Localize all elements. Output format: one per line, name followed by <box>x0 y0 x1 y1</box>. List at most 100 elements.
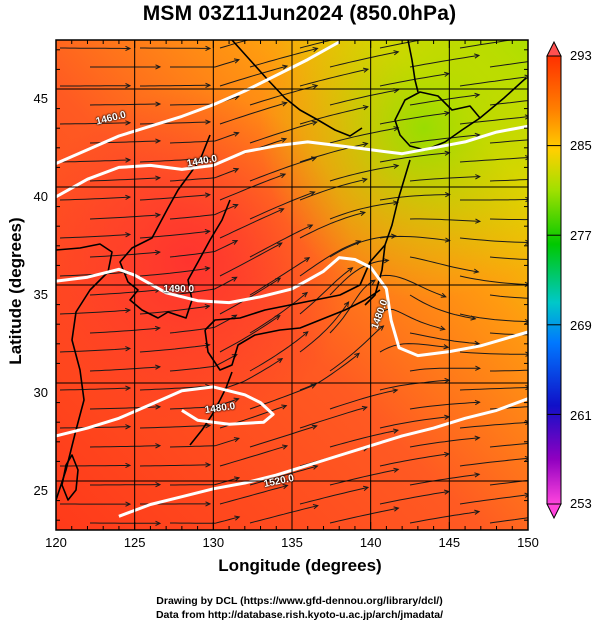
streamline-arrowhead <box>125 424 132 430</box>
streamline-arrowhead <box>204 266 211 272</box>
streamline <box>489 442 528 448</box>
colorbar-scale <box>546 55 562 505</box>
streamline-arrowhead <box>282 484 289 490</box>
streamline-arrowhead <box>474 132 481 139</box>
streamline <box>59 234 130 239</box>
streamline <box>329 235 396 258</box>
streamline-arrowhead <box>524 419 528 426</box>
colorbar-label-285: 285 <box>570 138 592 153</box>
streamline <box>219 242 283 277</box>
streamline <box>299 106 368 125</box>
streamline <box>459 421 528 429</box>
streamline-arrowhead <box>125 307 132 314</box>
streamline <box>219 102 287 125</box>
streamline <box>139 385 210 391</box>
streamline <box>89 327 160 334</box>
streamline-arrowhead <box>155 520 162 526</box>
streamline <box>459 457 528 467</box>
streamline-arrowhead <box>474 435 481 441</box>
map-title: MSM 03Z11Jun2024 (850.0hPa) <box>142 2 457 25</box>
streamline <box>329 201 398 220</box>
streamline-arrowhead <box>155 138 162 144</box>
streamline <box>379 379 450 391</box>
streamline <box>409 437 480 448</box>
streamline-arrowhead <box>525 351 528 357</box>
streamline-arrowhead <box>378 325 385 331</box>
y-tick-30: 30 <box>33 385 48 400</box>
coastlines <box>56 40 527 501</box>
footer-credit-data: Data from http://database.rish.kyoto-u.a… <box>155 609 444 621</box>
streamline <box>379 343 449 353</box>
streamline <box>459 157 528 163</box>
streamline <box>249 224 313 258</box>
streamline-arrowhead <box>393 163 400 169</box>
streamline <box>139 464 211 467</box>
streamline-arrowhead <box>347 267 354 273</box>
streamline-arrowhead <box>444 33 449 37</box>
streamline <box>59 309 130 315</box>
streamline <box>60 464 131 467</box>
streamline <box>169 398 239 410</box>
x-tick-130: 130 <box>202 535 225 550</box>
streamline <box>489 100 528 106</box>
y-axis-label: Latitude (degrees) <box>6 217 25 365</box>
streamline-arrowhead <box>525 155 528 161</box>
streamline-arrowhead <box>359 210 367 216</box>
streamline <box>170 516 240 524</box>
streamline <box>379 416 450 429</box>
streamline-arrowhead <box>474 399 481 406</box>
streamline <box>249 384 316 410</box>
streamline-arrowhead <box>205 45 212 52</box>
streamline <box>409 54 480 68</box>
streamline-arrowhead <box>312 47 319 53</box>
x-tick-125: 125 <box>123 535 146 550</box>
contour-label: 1490.0 <box>163 283 195 295</box>
streamline-arrowhead <box>281 404 288 410</box>
streamline <box>409 367 480 372</box>
streamline <box>409 294 476 320</box>
streamline <box>59 196 130 201</box>
streamline-arrowhead <box>281 137 288 143</box>
streamline-arrowhead <box>383 258 390 264</box>
streamline <box>489 218 528 221</box>
streamline <box>89 366 160 372</box>
streamline <box>169 354 238 372</box>
graticule <box>55 40 529 530</box>
streamline <box>89 406 161 410</box>
x-tick-140: 140 <box>359 535 382 550</box>
colorbar-min-arrow <box>546 503 562 520</box>
streamline <box>299 143 368 163</box>
streamline-arrowhead <box>393 506 400 512</box>
streamline-arrowhead <box>312 504 319 510</box>
streamline-arrowhead <box>474 509 481 515</box>
streamline-arrowhead <box>232 203 239 209</box>
streamline-arrowhead <box>362 485 370 491</box>
x-tick-135: 135 <box>281 535 303 550</box>
streamline <box>219 208 284 239</box>
streamline <box>299 40 334 49</box>
streamline <box>219 40 250 49</box>
streamline-arrowhead <box>312 84 319 90</box>
streamline <box>409 256 479 273</box>
streamline-arrowhead <box>155 443 162 449</box>
streamline-arrowhead <box>125 120 132 126</box>
streamline-arrowhead <box>154 249 161 256</box>
streamline <box>379 235 450 242</box>
streamline-arrowhead <box>343 301 350 308</box>
streamline-arrowhead <box>274 314 281 321</box>
x-tick-120: 120 <box>45 535 67 550</box>
streamline <box>169 314 237 334</box>
streamline-arrowhead <box>363 30 368 34</box>
streamline-arrowhead <box>312 464 319 470</box>
colorbar-label-269: 269 <box>570 318 592 333</box>
streamline <box>169 132 239 144</box>
streamline-arrowhead <box>155 175 162 181</box>
streamline <box>139 344 210 353</box>
streamline-arrowhead <box>474 92 481 98</box>
streamline <box>409 332 480 345</box>
streamline-arrowhead <box>155 101 162 107</box>
streamline-arrowhead <box>525 239 528 246</box>
colorbar-max-arrow <box>546 40 562 57</box>
streamline-arrowhead <box>392 388 399 394</box>
